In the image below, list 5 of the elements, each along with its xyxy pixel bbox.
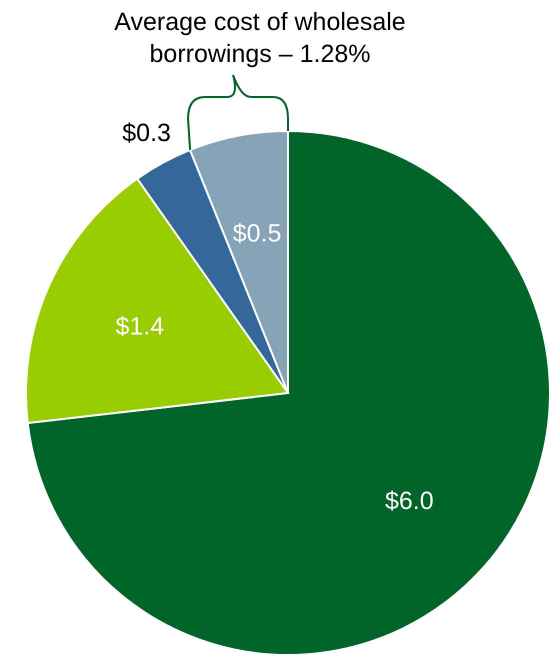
data-label: $1.4 — [115, 312, 164, 341]
data-label: $0.3 — [122, 118, 171, 147]
data-label: $6.0 — [384, 487, 434, 516]
text: Average cost of wholesale borrowings – 1.28% — [113, 7, 407, 70]
data-label: $0.5 — [232, 220, 282, 248]
